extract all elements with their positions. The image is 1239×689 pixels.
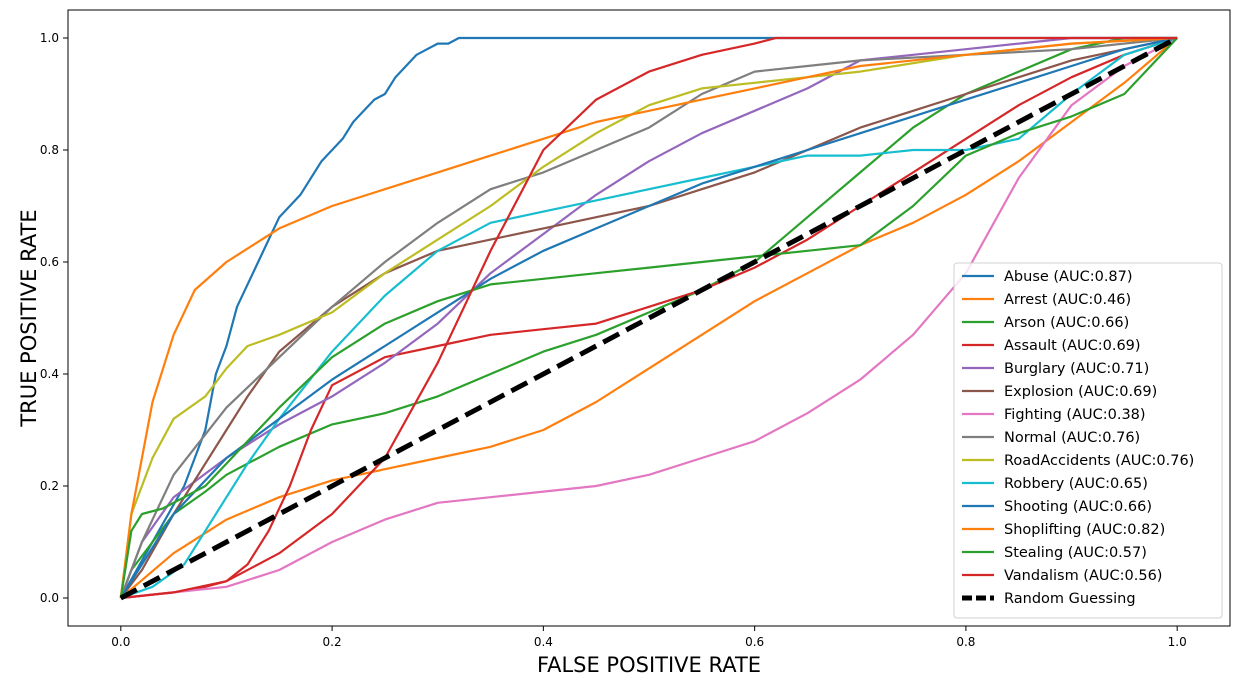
series-line-13 bbox=[120, 36, 1178, 600]
y-tick-label: 0.4 bbox=[40, 367, 59, 381]
series-line-3 bbox=[120, 36, 1178, 600]
legend-entry: Assault (AUC:0.69) bbox=[1004, 338, 1141, 354]
plot-frame bbox=[67, 9, 1231, 627]
series-line-11 bbox=[119, 36, 1178, 599]
y-tick-label: 0.6 bbox=[40, 255, 59, 269]
legend-entry: Explosion (AUC:0.69) bbox=[1004, 384, 1157, 400]
series-line-10 bbox=[119, 36, 1178, 599]
legend-entry: Robbery (AUC:0.65) bbox=[1004, 476, 1148, 492]
legend-entry: Fighting (AUC:0.38) bbox=[1004, 407, 1146, 423]
x-tick-label: 0.2 bbox=[323, 635, 342, 649]
y-axis-ticks: 0.0 0.2 0.4 0.6 0.8 1.0 bbox=[40, 31, 68, 605]
x-axis-ticks: 0.0 0.2 0.4 0.6 0.8 1.0 bbox=[111, 626, 1187, 649]
legend-entry: Abuse (AUC:0.87) bbox=[1004, 269, 1133, 285]
legend-entry: Arrest (AUC:0.46) bbox=[1004, 292, 1131, 308]
legend-entry: Arson (AUC:0.66) bbox=[1004, 315, 1129, 331]
series-line-14 bbox=[119, 35, 1179, 601]
y-tick-label: 0.2 bbox=[40, 479, 59, 493]
legend-entry: Shoplifting (AUC:0.82) bbox=[1004, 522, 1165, 538]
x-tick-label: 1.0 bbox=[1168, 635, 1187, 649]
x-axis-label: FALSE POSITIVE RATE bbox=[537, 653, 761, 677]
y-tick-label: 0.8 bbox=[40, 143, 59, 157]
series-line-5 bbox=[119, 36, 1178, 599]
legend-entry: Random Guessing bbox=[1004, 591, 1136, 607]
legend-box bbox=[953, 262, 1223, 619]
series-line-4 bbox=[119, 36, 1178, 599]
series-line-6 bbox=[120, 37, 1178, 600]
y-tick-label: 0.0 bbox=[40, 591, 59, 605]
x-tick-label: 0.0 bbox=[111, 635, 130, 649]
series-line-0 bbox=[119, 36, 1178, 599]
series-line-1 bbox=[120, 37, 1178, 599]
x-tick-label: 0.4 bbox=[534, 635, 553, 649]
series-line-7 bbox=[119, 36, 1178, 599]
plot-lines bbox=[119, 35, 1179, 601]
legend-entry: RoadAccidents (AUC:0.76) bbox=[1004, 453, 1194, 469]
x-tick-label: 0.8 bbox=[956, 635, 975, 649]
legend-entry: Normal (AUC:0.76) bbox=[1004, 430, 1140, 446]
y-axis-label: TRUE POSITIVE RATE bbox=[17, 209, 41, 427]
x-tick-label: 0.6 bbox=[745, 635, 764, 649]
legend-entry: Burglary (AUC:0.71) bbox=[1004, 361, 1149, 377]
y-tick-label: 1.0 bbox=[40, 31, 59, 45]
series-line-8 bbox=[119, 36, 1178, 599]
legend-entry: Shooting (AUC:0.66) bbox=[1004, 499, 1152, 515]
legend: Abuse (AUC:0.87) Arrest (AUC:0.46) Arson (… bbox=[953, 262, 1223, 619]
legend-entry: Vandalism (AUC:0.56) bbox=[1004, 568, 1162, 584]
series-line-12 bbox=[119, 37, 1178, 599]
legend-entry: Stealing (AUC:0.57) bbox=[1004, 545, 1147, 561]
